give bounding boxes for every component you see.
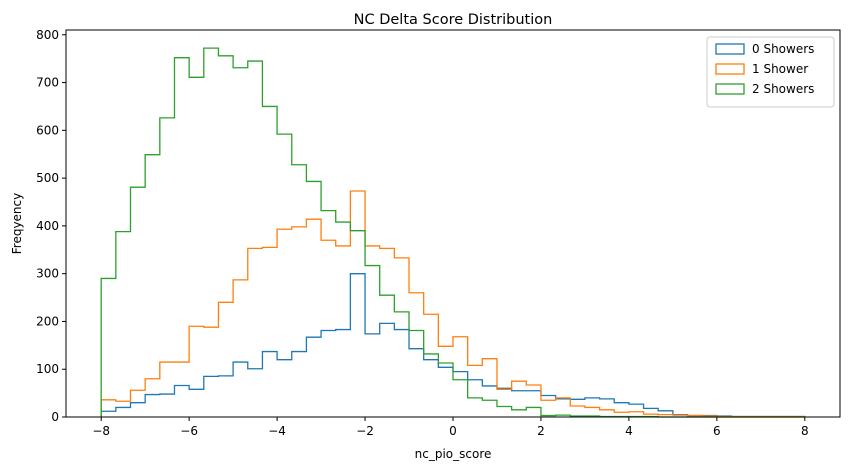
y-tick-label: 100 bbox=[36, 362, 59, 376]
y-tick-label: 800 bbox=[36, 28, 59, 42]
x-tick-label: −8 bbox=[92, 424, 110, 438]
legend: 0 Showers 1 Shower 2 Showers bbox=[706, 36, 835, 108]
legend-swatch bbox=[715, 83, 745, 95]
legend-swatch bbox=[715, 43, 745, 55]
y-tick-label: 700 bbox=[36, 76, 59, 90]
legend-label: 2 Showers bbox=[752, 82, 814, 96]
x-axis: −8 −6 −4 −2 0 2 4 6 8 bbox=[92, 417, 809, 438]
y-axis: 0 100 200 300 400 500 600 700 800 bbox=[36, 28, 66, 424]
legend-label: 0 Showers bbox=[752, 42, 814, 56]
x-tick-label: −4 bbox=[268, 424, 286, 438]
x-tick-label: 0 bbox=[449, 424, 457, 438]
series-0-histogram-line bbox=[100, 273, 806, 418]
x-tick-label: −6 bbox=[180, 424, 198, 438]
x-tick-label: 8 bbox=[801, 424, 809, 438]
y-tick-label: 300 bbox=[36, 267, 59, 281]
y-tick-label: 0 bbox=[51, 410, 59, 424]
y-tick-label: 200 bbox=[36, 314, 59, 328]
y-tick-label: 600 bbox=[36, 123, 59, 137]
y-tick-label: 400 bbox=[36, 219, 59, 233]
series-1-histogram-line bbox=[100, 190, 806, 418]
x-tick-label: 4 bbox=[625, 424, 633, 438]
y-tick-label: 500 bbox=[36, 171, 59, 185]
x-tick-label: 6 bbox=[713, 424, 721, 438]
x-axis-label: nc_pio_score bbox=[415, 447, 492, 461]
y-axis-label: Freqyency bbox=[10, 193, 24, 255]
legend-swatch bbox=[715, 63, 745, 75]
x-tick-label: 2 bbox=[537, 424, 545, 438]
legend-label: 1 Shower bbox=[752, 62, 808, 76]
x-tick-label: −2 bbox=[356, 424, 374, 438]
chart-title: NC Delta Score Distribution bbox=[354, 12, 553, 28]
